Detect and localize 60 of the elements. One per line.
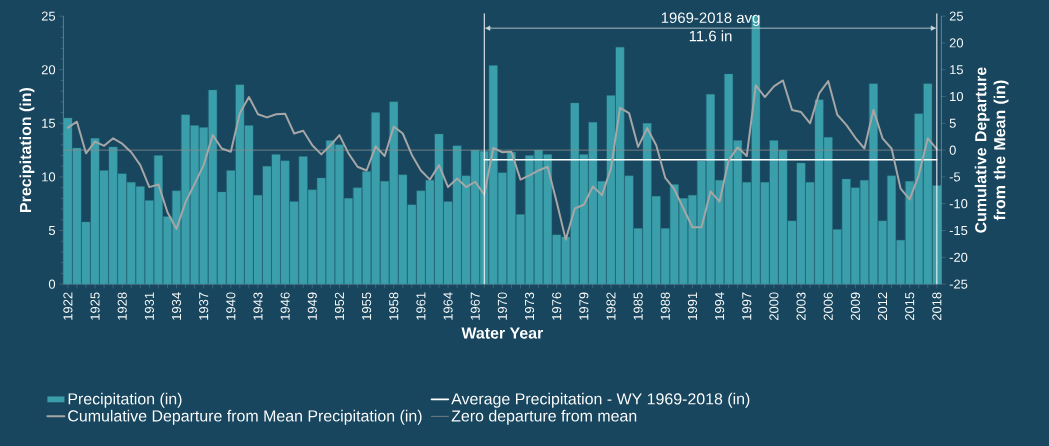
y2-tick-label: 25 bbox=[949, 11, 963, 21]
x-tick-label: 2009 bbox=[850, 292, 860, 321]
y-tick-label: 5 bbox=[48, 226, 56, 236]
x-tick-label: 1997 bbox=[742, 292, 752, 320]
y2-tick-label: 5 bbox=[949, 118, 956, 128]
line-series bbox=[66, 79, 938, 241]
x-tick-label: 1955 bbox=[362, 292, 372, 320]
x-tick-label: 1961 bbox=[416, 292, 426, 320]
x-tick-label: 1934 bbox=[171, 292, 182, 320]
x-tick-label: 1946 bbox=[280, 292, 290, 320]
x-tick-label: 1976 bbox=[552, 292, 562, 320]
x-tick-label: 2006 bbox=[823, 292, 833, 321]
annotation: 1969-2018 avg bbox=[661, 12, 760, 26]
x-tick-label: 1922 bbox=[63, 292, 73, 320]
x-tick-label: 1958 bbox=[389, 292, 399, 320]
y2-tick-label: 10 bbox=[950, 91, 964, 102]
x-tick-label: 2018 bbox=[932, 292, 942, 321]
y-tick-label: 10 bbox=[42, 172, 56, 182]
x-tick-label: 1967 bbox=[470, 292, 480, 320]
y2-tick-label: -25 bbox=[949, 279, 968, 289]
legend-label: Cumulative Departure from Mean Precipitation (in) bbox=[68, 409, 422, 425]
x-tick-label: 1979 bbox=[579, 292, 589, 320]
legend-label: Average Precipitation - WY 1969-2018 (in) bbox=[451, 392, 750, 408]
x-axis-title: Water Year bbox=[461, 327, 544, 339]
x-tick-label: 1943 bbox=[253, 292, 263, 320]
x-tick-label: 1928 bbox=[117, 292, 127, 320]
x-tick-label: 2003 bbox=[796, 292, 806, 321]
x-tick-label: 1931 bbox=[144, 292, 154, 320]
x-tick-label: 2015 bbox=[905, 292, 915, 321]
y2-tick-label: 15 bbox=[950, 65, 963, 75]
y-tick-label: 0 bbox=[48, 279, 56, 289]
annotation: 11.6 in bbox=[689, 30, 732, 42]
x-tick-label: 1973 bbox=[524, 292, 535, 320]
x-tick-label: 1940 bbox=[226, 292, 236, 320]
y2-tick-label: 20 bbox=[949, 38, 964, 48]
y2-tick-label: -5 bbox=[949, 172, 961, 182]
x-tick-label: 1964 bbox=[443, 292, 453, 320]
y2-tick-label: -20 bbox=[949, 252, 968, 262]
legend-label: Precipitation (in) bbox=[68, 392, 182, 408]
x-tick-label: 1970 bbox=[497, 292, 507, 320]
y2-axis-title: Cumulative Departure from the Mean (in) bbox=[974, 67, 1009, 233]
x-tick-label: 2000 bbox=[769, 292, 779, 321]
y-axis-title: Precipitation (in) bbox=[19, 88, 35, 212]
x-tick-label: 1952 bbox=[334, 292, 345, 320]
y2-tick-label: 0 bbox=[949, 145, 956, 155]
y2-tick-label: -10 bbox=[949, 199, 968, 209]
y2-tick-label: -15 bbox=[949, 226, 968, 236]
x-tick-label: 1925 bbox=[90, 292, 100, 320]
x-tick-label: 1937 bbox=[199, 292, 209, 320]
y-tick-label: 15 bbox=[42, 118, 56, 128]
y-tick-label: 20 bbox=[41, 65, 56, 75]
x-tick-label: 1985 bbox=[633, 292, 643, 320]
x-tick-label: 1991 bbox=[687, 292, 698, 320]
x-tick-label: 1982 bbox=[606, 292, 616, 320]
x-tick-label: 1949 bbox=[307, 292, 317, 320]
y-tick-label: 25 bbox=[41, 11, 56, 21]
x-tick-label: 2012 bbox=[877, 292, 888, 321]
x-tick-label: 1994 bbox=[715, 292, 725, 320]
x-tick-label: 1988 bbox=[660, 292, 670, 320]
legend-label: Zero departure from mean bbox=[451, 409, 637, 425]
